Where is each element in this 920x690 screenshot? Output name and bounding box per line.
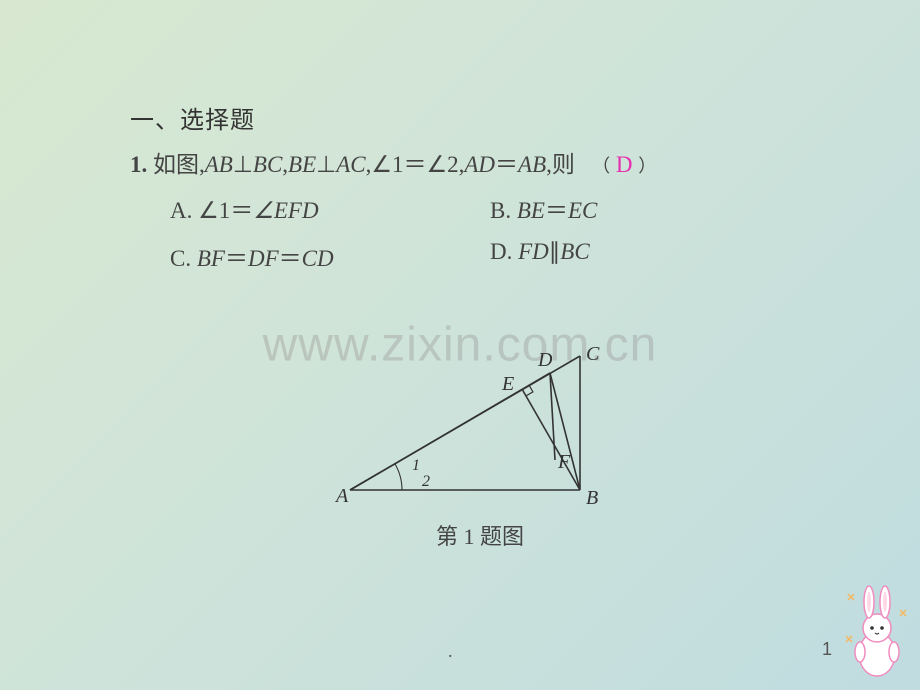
answer-letter: D [616,152,633,177]
opt-c-label: C. [170,246,197,271]
opt-a-rhs: ∠EFD [253,198,318,223]
option-d: D. FD∥BC [490,239,590,273]
opt-a-op: ＝ [230,198,253,223]
option-a: A. ∠1＝∠EFD [170,191,490,225]
opt-c-mid: DF [248,246,279,271]
option-c: C. BF＝DF＝CD [170,239,490,273]
perp1: ⊥ [233,152,253,177]
figure-container: A B C D E F 12 第 1 题图 [330,340,630,551]
cond4-b: AB [518,152,546,177]
footer-dot: . [448,641,453,662]
question-number: 1. [130,152,147,177]
opt-b-lhs: BE [517,198,545,223]
cond4-a: AD [464,152,495,177]
opt-d-label: D. [490,239,518,264]
opt-c-op2: ＝ [279,246,302,271]
perp2: ⊥ [316,152,336,177]
option-row-2: C. BF＝DF＝CD D. FD∥BC [170,239,810,273]
eq2: ＝ [495,152,518,177]
opt-c-op1: ＝ [225,246,248,271]
paren-open: （ [592,156,610,176]
cond2-a: BE [288,152,316,177]
opt-d-op: ∥ [549,239,561,264]
svg-text:2: 2 [422,473,430,490]
eq1: ＝ [403,152,426,177]
opt-c-rhs: CD [302,246,334,271]
svg-text:A: A [334,485,349,507]
geometry-figure: A B C D E F 12 [330,340,630,510]
svg-text:B: B [586,487,598,509]
opt-b-label: B. [490,198,517,223]
cond1-a: AB [205,152,233,177]
cond1-b: BC [253,152,282,177]
opt-c-lhs: BF [197,246,225,271]
opt-b-rhs: EC [568,198,597,223]
paren-close: ） [638,156,656,176]
svg-text:E: E [501,373,514,395]
option-b: B. BE＝EC [490,191,597,225]
cond3-a: ∠1 [371,152,403,177]
svg-text:C: C [586,343,600,365]
opt-a-lhs: ∠1 [198,198,230,223]
content-area: 一、选择题 1. 如图,AB⊥BC,BE⊥AC,∠1＝∠2,AD＝AB,则 （ … [130,100,810,287]
slide-background: www.zixin.com.cn 一、选择题 1. 如图,AB⊥BC,BE⊥AC… [0,0,920,690]
opt-d-rhs: BC [560,239,589,264]
svg-text:F: F [557,451,571,473]
svg-text:D: D [537,349,553,371]
opt-b-op: ＝ [545,198,568,223]
opt-d-lhs: FD [518,239,549,264]
cond3-b: ∠2 [426,152,458,177]
opt-a-label: A. [170,198,198,223]
option-row-1: A. ∠1＝∠EFD B. BE＝EC [170,191,810,225]
bunny-icon [842,582,912,682]
question-stem: 1. 如图,AB⊥BC,BE⊥AC,∠1＝∠2,AD＝AB,则 （ D ） [130,145,810,179]
svg-text:1: 1 [412,457,420,474]
section-title: 一、选择题 [130,100,810,135]
stem-post: ,则 [546,152,575,177]
figure-caption: 第 1 题图 [330,519,630,551]
page-number: 1 [822,639,832,660]
stem-pre: 如图, [147,152,205,177]
options-block: A. ∠1＝∠EFD B. BE＝EC C. BF＝DF＝CD D. FD∥BC [170,191,810,273]
cond2-b: AC [336,152,365,177]
